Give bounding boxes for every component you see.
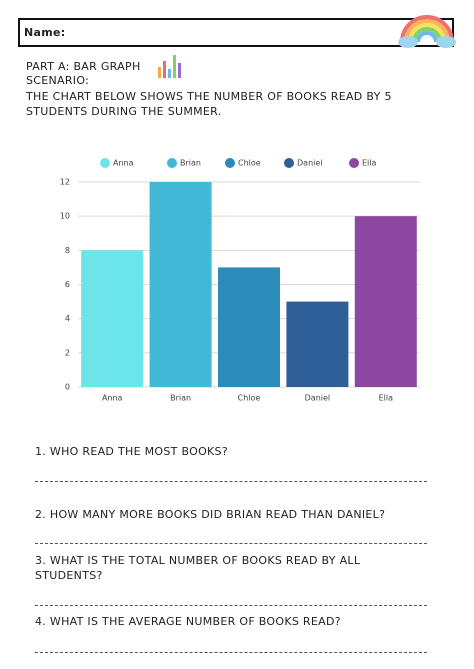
legend-label: Daniel — [297, 159, 323, 168]
question: 4. WHAT IS THE AVERAGE NUMBER OF BOOKS R… — [35, 615, 341, 628]
legend-swatch — [167, 158, 177, 168]
y-tick-label: 0 — [65, 383, 70, 392]
scenario-text: THE CHART BELOW SHOWS THE NUMBER OF BOOK… — [26, 90, 392, 118]
name-label: Name: — [24, 26, 66, 39]
y-tick-label: 12 — [60, 178, 70, 187]
x-tick-label: Chloe — [238, 394, 261, 403]
question: 3. WHAT IS THE TOTAL NUMBER OF BOOKS REA… — [35, 554, 361, 582]
x-tick-label: Ella — [379, 394, 394, 403]
answer-line — [35, 605, 427, 606]
legend-label: Chloe — [238, 159, 261, 168]
bar — [286, 301, 349, 387]
x-tick-label: Brian — [170, 394, 191, 403]
legend-swatch — [100, 158, 110, 168]
legend-label: Ella — [362, 159, 377, 168]
bar — [218, 267, 280, 387]
y-tick-label: 8 — [65, 246, 70, 255]
bar — [149, 182, 212, 387]
chart-icon — [158, 55, 181, 78]
y-tick-label: 6 — [65, 280, 70, 289]
legend-swatch — [284, 158, 294, 168]
question: 1. WHO READ THE MOST BOOKS? — [35, 445, 228, 458]
bar-chart: 0 2 4 6 8 10 12 Anna Anna Brian Brian Chloe Chloe Dan… — [60, 158, 420, 403]
legend-swatch — [225, 158, 235, 168]
answer-line — [35, 652, 427, 653]
legend-label: Anna — [113, 159, 134, 168]
x-tick-label: Anna — [102, 394, 123, 403]
bar — [354, 216, 417, 387]
answer-line — [35, 543, 427, 544]
name-box: Name: — [18, 18, 454, 47]
bar — [81, 250, 144, 387]
part-title: PART A: BAR GRAPH — [26, 60, 141, 73]
legend-label: Brian — [180, 159, 201, 168]
answer-line — [35, 481, 427, 482]
question: 2. HOW MANY MORE BOOKS DID BRIAN READ TH… — [35, 508, 386, 521]
rainbow-icon — [398, 15, 456, 48]
legend-swatch — [349, 158, 359, 168]
y-tick-label: 10 — [60, 212, 70, 221]
y-tick-label: 4 — [65, 314, 70, 323]
scenario-label: SCENARIO: — [26, 74, 90, 87]
x-tick-label: Daniel — [305, 394, 331, 403]
y-tick-label: 2 — [65, 348, 70, 357]
